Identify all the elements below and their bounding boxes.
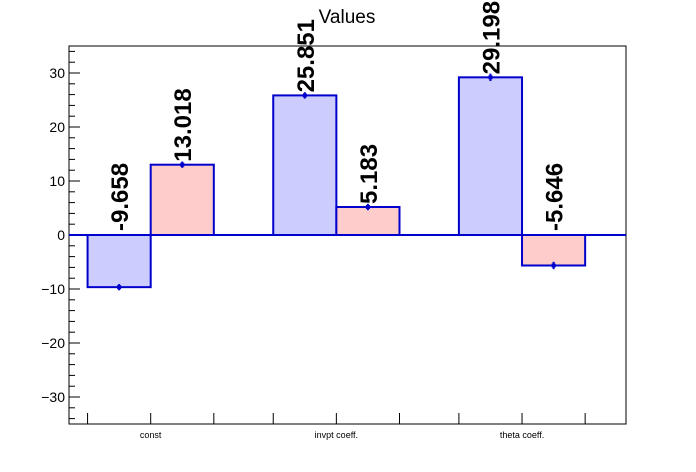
error-marker bbox=[117, 285, 122, 290]
x-tick-label: invpt coeff. bbox=[315, 430, 358, 440]
x-tick-label: theta coeff. bbox=[500, 430, 544, 440]
data-label: -5.646 bbox=[542, 163, 569, 231]
y-axis: −30 −20 −10 0 10 20 30 bbox=[41, 50, 80, 420]
error-marker bbox=[551, 263, 556, 268]
error-bars bbox=[117, 73, 556, 291]
data-label: 5.183 bbox=[356, 144, 383, 204]
bar bbox=[335, 206, 401, 236]
y-tick-label: 30 bbox=[49, 65, 65, 81]
data-labels: -9.658 25.851 29.198 13.018 5.183 -5.646 bbox=[107, 1, 568, 231]
error-marker bbox=[180, 162, 185, 167]
x-tick-label: const bbox=[140, 430, 162, 440]
bar bbox=[457, 76, 524, 237]
chart-title: Values bbox=[319, 7, 376, 28]
x-axis: const invpt coeff. theta coeff. bbox=[87, 413, 586, 440]
bars bbox=[86, 76, 587, 289]
y-tick-label: −10 bbox=[41, 281, 65, 297]
data-label: -9.658 bbox=[107, 163, 134, 231]
bar bbox=[86, 234, 152, 289]
y-tick-label: 0 bbox=[57, 227, 65, 243]
data-label: 29.198 bbox=[478, 1, 505, 74]
y-tick-label: −30 bbox=[41, 389, 65, 405]
bar bbox=[521, 234, 587, 267]
y-tick-label: −20 bbox=[41, 335, 65, 351]
y-tick-label: 20 bbox=[49, 119, 65, 135]
y-tick-label: 10 bbox=[49, 173, 65, 189]
error-marker bbox=[488, 75, 493, 80]
error-marker bbox=[365, 205, 370, 210]
bar bbox=[272, 94, 338, 236]
data-label: 13.018 bbox=[170, 88, 197, 161]
error-marker bbox=[302, 93, 307, 98]
bar bbox=[149, 163, 215, 237]
data-label: 25.851 bbox=[293, 19, 320, 92]
